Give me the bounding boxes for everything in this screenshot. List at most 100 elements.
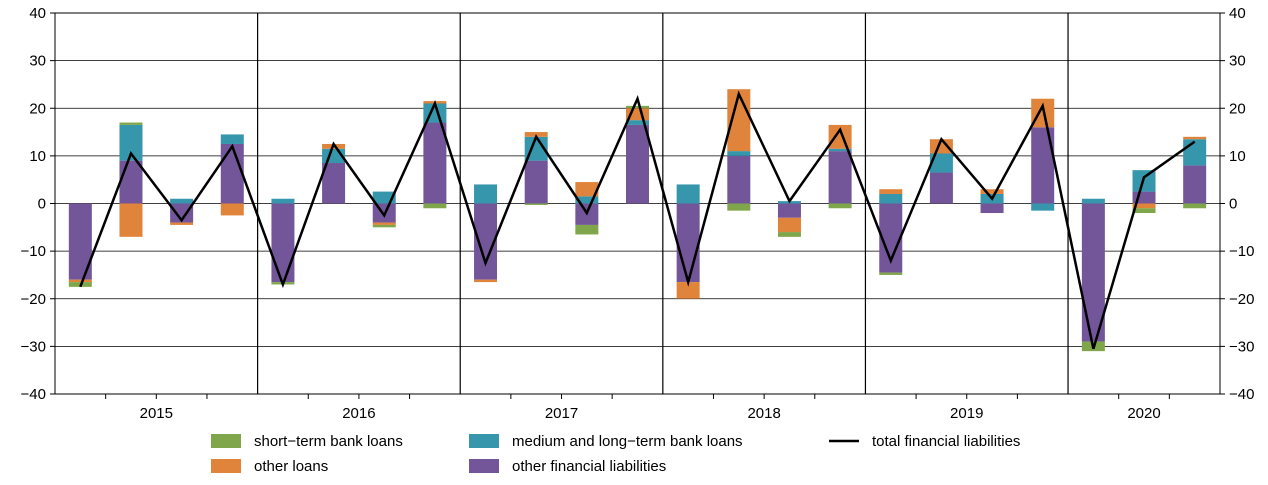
bar-segment: [474, 279, 498, 283]
y-tick-label-right: 20: [1229, 100, 1246, 117]
bar-segment: [676, 203, 700, 283]
bar-segment: [1081, 198, 1105, 204]
bar-segment: [1183, 203, 1207, 209]
bar-segment: [271, 198, 295, 204]
legend-label: other loans: [254, 458, 328, 475]
y-tick-label-left: 0: [38, 196, 46, 213]
bar-segment: [322, 163, 346, 204]
x-year-label: 2020: [1127, 405, 1160, 422]
bar-segment: [777, 217, 801, 233]
bar-segment: [372, 191, 396, 204]
bar-segment: [1081, 203, 1105, 342]
bar-segment: [170, 198, 194, 204]
legend: short−term bank loans medium and long−ter…: [211, 433, 1020, 475]
bar-segment: [777, 232, 801, 237]
y-tick-label-right: −40: [1229, 386, 1254, 403]
y-tick-label-left: −40: [21, 386, 46, 403]
bar-segment: [676, 184, 700, 204]
y-tick-label-right: −10: [1229, 243, 1254, 260]
bar-segment: [828, 203, 852, 209]
bar-segment: [929, 172, 953, 204]
bar-segment: [119, 124, 143, 161]
bar-segment: [828, 151, 852, 204]
bar-segment: [879, 193, 903, 204]
bar-segment: [727, 151, 751, 156]
bar-segment: [119, 160, 143, 204]
bar-segment: [929, 153, 953, 173]
bar-segment: [524, 203, 548, 205]
bar-segment: [980, 189, 1004, 194]
y-tick-label-right: −30: [1229, 338, 1254, 355]
x-year-label: 2017: [545, 405, 578, 422]
bar-segment: [524, 136, 548, 161]
bar-segment: [170, 203, 194, 223]
x-year-label: 2018: [747, 405, 780, 422]
bar-segment: [1132, 208, 1156, 214]
bar-segment: [575, 196, 599, 204]
bar-segment: [423, 122, 447, 204]
bar-segment: [220, 203, 244, 216]
bar-segment: [626, 105, 649, 109]
legend-swatch: [211, 459, 241, 473]
bar-segment: [879, 272, 903, 275]
y-tick-label-right: 40: [1229, 5, 1246, 22]
bar-segment: [170, 222, 194, 225]
bar-segment: [879, 189, 903, 194]
bar-segment: [1031, 98, 1055, 128]
bar-segment: [879, 203, 903, 273]
bar-segment: [68, 279, 92, 283]
y-tick-label-left: 30: [29, 53, 46, 70]
bar-segment: [727, 155, 751, 204]
legend-label: total financial liabilities: [872, 433, 1020, 450]
bar-segment: [626, 124, 649, 204]
bar-segment: [220, 134, 244, 144]
legend-swatch: [211, 434, 241, 448]
legend-label: other financial liabilities: [512, 458, 666, 475]
bar-segment: [68, 203, 92, 280]
bar-segment: [1132, 203, 1156, 209]
bar-segment: [524, 132, 548, 137]
bar-segment: [372, 224, 396, 228]
y-tick-label-right: 0: [1229, 196, 1237, 213]
bar-segment: [474, 203, 498, 280]
bar-segment: [1183, 136, 1207, 140]
legend-swatch: [469, 459, 499, 473]
bar-segment: [828, 148, 852, 152]
y-tick-label-left: 20: [29, 100, 46, 117]
legend-swatch: [469, 434, 499, 448]
bar-segment: [1132, 191, 1156, 204]
bars: [68, 89, 1207, 352]
bar-segment: [372, 222, 396, 225]
bar-segment: [220, 143, 244, 204]
y-tick-label-right: 10: [1229, 148, 1246, 165]
y-tick-label-right: −20: [1229, 291, 1254, 308]
bar-segment: [524, 160, 548, 204]
y-tick-label-left: −20: [21, 291, 46, 308]
y-tick-label-right: 30: [1229, 53, 1246, 70]
bar-segment: [575, 182, 599, 197]
legend-label: medium and long−term bank loans: [512, 433, 743, 450]
bar-segment: [423, 203, 447, 209]
total-line: [79, 90, 1196, 350]
bar-segment: [777, 203, 801, 218]
bar-segment: [1031, 203, 1055, 211]
bar-segment: [676, 282, 700, 299]
legend-label: short−term bank loans: [254, 433, 403, 450]
bar-segment: [727, 203, 751, 211]
y-tick-label-left: 40: [29, 5, 46, 22]
x-year-label: 2015: [140, 405, 173, 422]
bar-segment: [575, 224, 599, 235]
bar-segment: [119, 122, 143, 125]
y-tick-label-left: −10: [21, 243, 46, 260]
bar-segment: [980, 203, 1004, 214]
bar-segment: [1031, 127, 1055, 204]
bar-segment: [119, 203, 143, 237]
bar-segment: [626, 108, 649, 121]
y-tick-label-left: −30: [21, 338, 46, 355]
x-year-label: 2019: [950, 405, 983, 422]
bar-segment: [1183, 165, 1207, 204]
bar-segment: [271, 203, 295, 283]
